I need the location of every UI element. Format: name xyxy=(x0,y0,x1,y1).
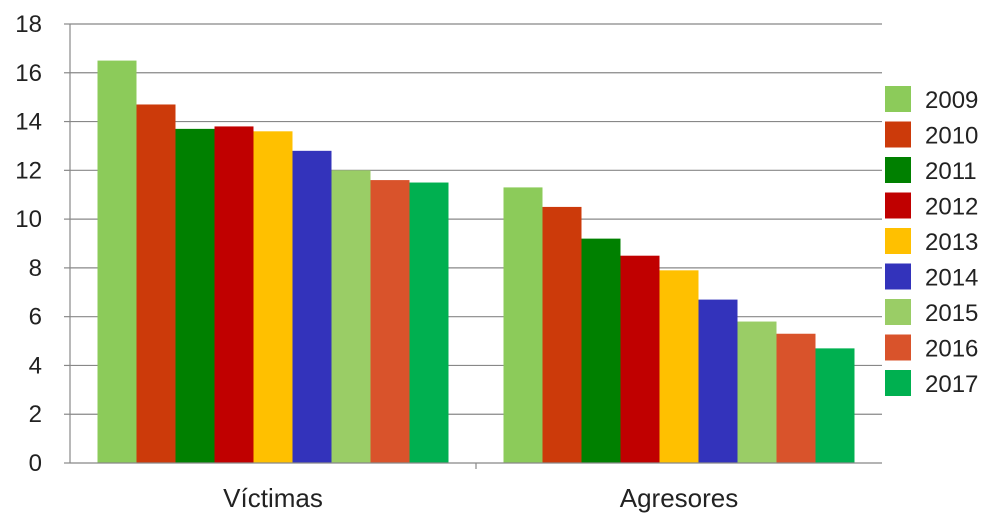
legend-label: 2017 xyxy=(925,371,978,398)
legend-label: 2015 xyxy=(925,300,978,327)
legend-swatch xyxy=(885,121,911,148)
y-tick-label: 6 xyxy=(29,304,42,331)
legend-label: 2010 xyxy=(925,123,978,150)
y-tick-label: 8 xyxy=(29,255,42,282)
legend-swatch xyxy=(885,370,911,396)
legend-label: 2009 xyxy=(925,87,978,114)
x-category-label: Agresores xyxy=(620,483,739,513)
bar xyxy=(659,270,699,463)
legend-label: 2014 xyxy=(925,265,978,292)
legend: 2009 2010 2011 2012 2013 2014 2015 2016 2017 xyxy=(885,86,978,398)
x-category-label: Víctimas xyxy=(223,483,323,513)
legend-label: 2011 xyxy=(925,158,977,185)
bar xyxy=(370,180,410,464)
bar xyxy=(331,170,371,464)
legend-swatch xyxy=(885,299,911,325)
y-tick-label: 12 xyxy=(15,157,42,184)
bar xyxy=(409,182,449,463)
legend-swatch xyxy=(885,157,911,183)
bar xyxy=(214,126,254,463)
y-tick-label: 18 xyxy=(15,11,42,38)
legend-label: 2012 xyxy=(925,194,978,221)
legend-swatch xyxy=(885,192,911,219)
legend-swatch xyxy=(885,86,911,112)
legend-label: 2013 xyxy=(925,229,978,256)
bar xyxy=(175,128,215,463)
axes: 0 2 4 6 8 10 12 14 16 18 Víctimas Agresores xyxy=(15,11,882,513)
legend-swatch xyxy=(885,263,911,290)
bar xyxy=(581,238,621,463)
legend-label: 2016 xyxy=(925,336,978,363)
y-tick-label: 16 xyxy=(15,60,42,87)
y-tick-label: 10 xyxy=(15,206,42,233)
bar xyxy=(253,131,293,464)
legend-swatch xyxy=(885,334,911,361)
bar xyxy=(136,104,176,463)
y-tick-label: 0 xyxy=(29,450,42,477)
bar xyxy=(620,255,660,463)
bar xyxy=(542,206,582,463)
bar xyxy=(776,333,816,463)
legend-swatch xyxy=(885,228,911,254)
bar xyxy=(503,187,543,463)
bars xyxy=(97,60,855,464)
bar xyxy=(815,348,855,463)
y-tick-label: 14 xyxy=(15,109,42,136)
bar xyxy=(698,299,738,463)
y-tick-label: 4 xyxy=(29,352,42,379)
bar xyxy=(292,150,332,464)
bar xyxy=(737,321,777,463)
y-tick-label: 2 xyxy=(29,401,42,428)
bar xyxy=(97,60,137,463)
